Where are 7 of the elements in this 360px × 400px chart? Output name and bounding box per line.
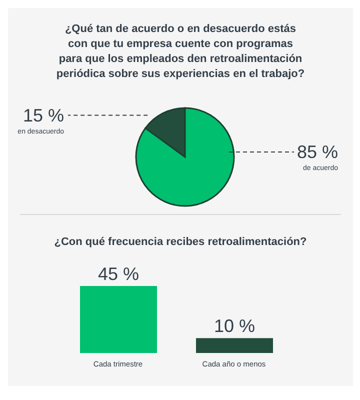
- data-label: 85 %: [296, 142, 338, 162]
- pie-slice: [135, 107, 235, 207]
- data-label: 45 %: [98, 264, 140, 284]
- data-label: 15 %: [22, 105, 64, 126]
- chart-title: ¿Con qué frecuencia recibes retroalimentación?: [53, 235, 308, 250]
- data-label: 10 %: [214, 316, 256, 336]
- chart-title: ¿Qué tan de acuerdo o en desacuerdo estás con que tu empresa cuente con programas para que los empleados den retroalimentación periódica sobre sus experiencias en el trabajo?: [56, 22, 306, 82]
